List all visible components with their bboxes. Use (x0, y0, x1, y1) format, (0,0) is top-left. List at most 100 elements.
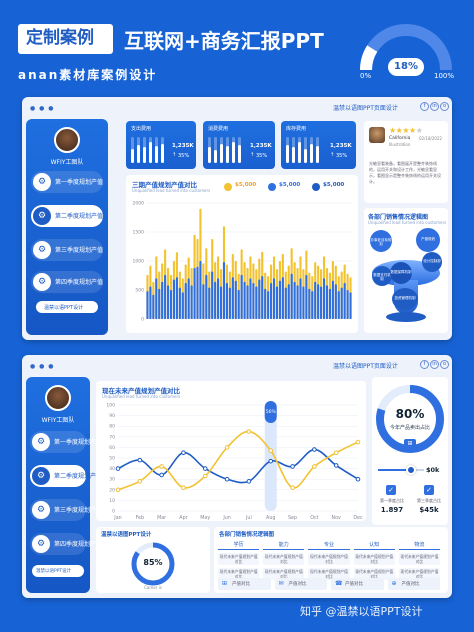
facebook-icon[interactable]: f (420, 360, 429, 369)
bar-blue (284, 287, 287, 319)
bar-blue (308, 288, 311, 319)
check-value: 1.897 (380, 506, 404, 514)
bar-blue (258, 279, 261, 319)
bar-blue (346, 290, 349, 319)
linkedin-icon[interactable]: in (430, 102, 439, 111)
data-point (202, 466, 208, 471)
column-header: 能力 (263, 541, 305, 550)
x-tick-label: Jun (222, 515, 231, 521)
cart-icon[interactable]: ⊞ (404, 439, 416, 448)
mini-bar (149, 137, 152, 163)
mini-bar (298, 137, 301, 163)
data-point (115, 466, 121, 471)
gear-icon: ⚙ (32, 535, 50, 553)
sidebar-button[interactable]: 温禁以语PPT设计 (32, 565, 84, 577)
check-value: $45k (419, 506, 439, 514)
donut-card: 80% 今年产品卖出占比 ⊞ $0k ✓ ✓ 第一季度占比 第三季度占比 1.8… (372, 377, 448, 525)
bar-blue (272, 278, 276, 319)
bar-blue (278, 280, 281, 319)
star-icon: ★ (409, 126, 416, 135)
data-point (290, 464, 295, 469)
table-cell: 现代未来产值规划产值对比 (308, 568, 350, 580)
chart-subtitle: Unqualified lead turned into customers (102, 394, 181, 399)
stat-card-inventory: 库存费用 1,235K ↑ 35% (281, 121, 356, 169)
gear-icon: ⚙ (32, 433, 50, 451)
x-tick-label: May (200, 515, 210, 521)
bar-blue (290, 273, 293, 319)
y-tick-label: 20 (109, 487, 115, 493)
bar-chart: 0 500 1000 1500 2000 (133, 201, 352, 323)
x-tick-label: Oct (310, 515, 318, 521)
footer-item-label: 产值对比 (401, 582, 420, 587)
sidebar-item-q4[interactable]: ⚙ 第四季度规划产值 (30, 533, 102, 555)
trend-up-icon: ↑ (172, 152, 177, 158)
footer-item[interactable]: ✉ 产值对比 (274, 578, 327, 590)
bar-blue (302, 286, 305, 319)
data-point (159, 472, 164, 478)
facebook-icon[interactable]: f (420, 102, 429, 111)
sidebar-item-q3[interactable]: ⚙ 第三季度规划产值 (31, 239, 103, 261)
bar-blue (337, 291, 340, 319)
mini-bar (155, 137, 158, 163)
x-tick-label: Aug (266, 515, 275, 521)
linkedin-icon[interactable]: in (430, 360, 439, 369)
data-point (246, 479, 252, 484)
check-label: 第一季度占比 (380, 498, 404, 503)
table-cell: 现代未来产值规划产值对比 (263, 568, 305, 580)
bar-blue (149, 286, 152, 319)
y-tick-label: 0 (141, 317, 144, 323)
footer-item[interactable]: ☎ 产值对比 (331, 578, 384, 590)
sidebar-item-q1[interactable]: ⚙ 第一季度规划产值 (30, 431, 102, 453)
bar-blue (181, 292, 184, 319)
donut-fill (376, 385, 444, 453)
sidebar-item-q3[interactable]: ⚙ 第三季度规划产值 (30, 499, 102, 521)
bar-blue (208, 287, 211, 319)
table-column: 学历 现代未来产值规划产值对比 现代未来产值规划产值对比 (218, 541, 260, 580)
sidebar-item-q2[interactable]: ⚙ 第二季度规划产值 (31, 205, 103, 227)
bar-chart-card: 三期产值规划产值对比 Unqualified lead turned into … (126, 175, 358, 333)
stat-pct: 35% (336, 153, 348, 159)
window-dots-icon: ● ● ● (30, 105, 55, 112)
trend-up-icon: ↑ (250, 152, 255, 158)
bar-blue (243, 281, 246, 319)
sidebar-button[interactable]: 温禁以语PPT设计 (36, 301, 98, 313)
funnel-base (386, 312, 426, 322)
social-icon[interactable]: o (440, 360, 449, 369)
star-icon: ★ (402, 126, 410, 135)
bar-blue (155, 278, 158, 319)
watermark: 知乎 @温禁以语PPT设计 (300, 605, 423, 618)
sidebar-item-q4[interactable]: ⚙ 第四季度规划产值 (31, 271, 103, 293)
check-icon[interactable]: ✓ (386, 485, 396, 495)
avatar (45, 385, 71, 411)
progress-value: 85% (143, 558, 163, 567)
star-icon: ★ (415, 126, 423, 135)
bar-blue (252, 283, 255, 319)
stat-value: 1,235K (330, 143, 352, 149)
slide-2-brand: 温禁以语图PPT页面设计 (333, 363, 398, 370)
stat-value: 1,235K (250, 143, 272, 149)
sidebar-item-q1[interactable]: ⚙ 第一季度规划产值 (31, 171, 103, 193)
slider-value: $0k (426, 466, 440, 474)
bar-blue (234, 280, 237, 319)
slider-handle[interactable] (406, 465, 417, 475)
data-point (137, 479, 143, 484)
bar-blue (205, 274, 208, 319)
review-card: ★★★★★ California 02/18/2022 Illustration… (364, 121, 448, 203)
progress-ring (131, 542, 175, 586)
y-tick-label: 30 (109, 477, 115, 483)
social-icon[interactable]: o (440, 102, 449, 111)
footer-item[interactable]: ⊕ 产值对比 (387, 578, 440, 590)
data-point (181, 450, 186, 456)
bar-blue (175, 277, 178, 319)
column-header: 专业 (308, 541, 350, 550)
bar-blue (152, 294, 155, 319)
title-tag: 定制案例 (18, 24, 113, 54)
check-icon[interactable]: ✓ (424, 485, 434, 495)
data-point (312, 464, 317, 469)
mini-bar (143, 137, 146, 163)
bar-blue (334, 284, 337, 319)
footer-item[interactable]: ⊞ 产值对比 (218, 578, 271, 590)
sidebar-item-q2[interactable]: ⚙ 第二季度规划产值 (30, 465, 102, 487)
chart-legend: $5,000 $5,000 $5,000 (224, 180, 356, 194)
price-slider[interactable] (378, 465, 424, 475)
